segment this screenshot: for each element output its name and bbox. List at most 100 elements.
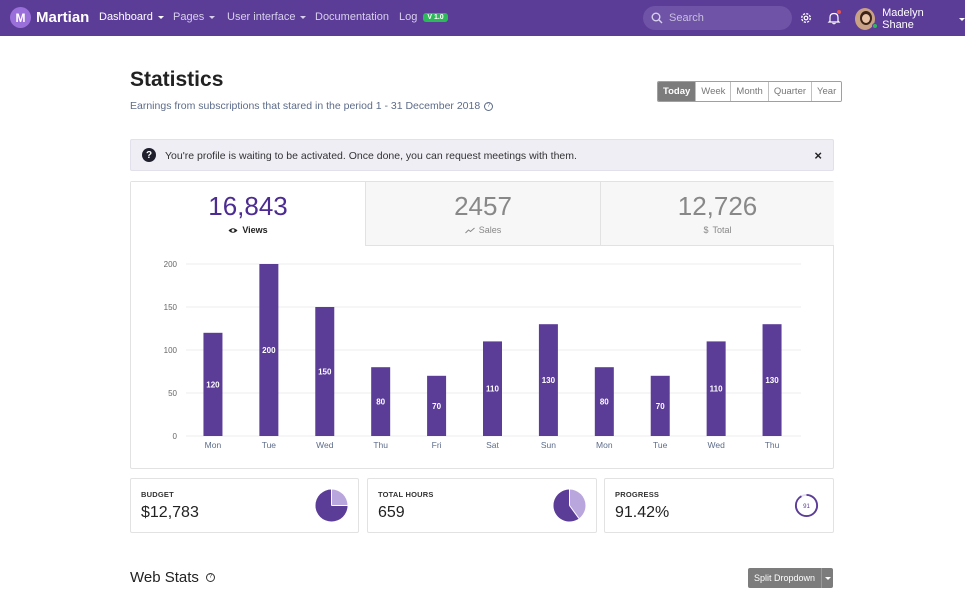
total-hours-value: 659 xyxy=(378,504,405,521)
bar xyxy=(483,341,502,436)
bar xyxy=(594,367,614,436)
y-tick-label: 150 xyxy=(164,303,178,312)
sales-value: 2457 xyxy=(454,191,512,221)
bar xyxy=(762,324,782,436)
ring-progress xyxy=(794,493,819,518)
total-hours-label: TOTAL HOURS xyxy=(378,490,434,499)
bar-data-label: 70 xyxy=(432,402,441,411)
chevron-down-icon xyxy=(824,576,831,580)
question-circle-icon: ? xyxy=(142,148,156,162)
bar-data-label: 120 xyxy=(206,380,220,389)
notification-dot xyxy=(837,10,841,14)
period-month[interactable]: Month xyxy=(731,82,769,101)
bar xyxy=(538,324,558,436)
web-stats-title-text: Web Stats xyxy=(130,569,199,586)
pie-divider xyxy=(569,505,580,519)
bar-data-label: 130 xyxy=(765,376,779,385)
period-year[interactable]: Year xyxy=(812,82,842,101)
split-dropdown-button[interactable]: Split Dropdown xyxy=(754,573,816,583)
total-label-text: Total xyxy=(712,225,732,235)
y-tick-label: 0 xyxy=(173,432,178,441)
sales-label-text: Sales xyxy=(478,225,502,235)
progress-value: 91.42% xyxy=(615,504,670,521)
avatar xyxy=(855,8,876,30)
total-value: 12,726 xyxy=(677,191,758,221)
version-badge: V 1.0 xyxy=(423,12,448,22)
bar xyxy=(427,375,447,436)
nav-user-interface-label: User interface xyxy=(227,11,296,23)
nav-pages[interactable]: Pages xyxy=(173,11,216,23)
total-hours-card: TOTAL HOURS 659 xyxy=(367,478,597,533)
budget-value: $12,783 xyxy=(141,504,199,521)
x-tick-label: Wed xyxy=(316,440,334,450)
gear-icon[interactable] xyxy=(799,11,813,25)
y-tick-label: 50 xyxy=(168,389,177,398)
bar xyxy=(650,375,670,436)
brand-name: Martian xyxy=(36,9,90,26)
x-tick-label: Wed xyxy=(707,440,725,450)
online-status-dot xyxy=(872,23,878,29)
pie-slice-main xyxy=(553,489,579,522)
x-tick-label: Mon xyxy=(205,440,222,450)
search-box[interactable] xyxy=(643,6,792,30)
page-subtitle: Earnings from subscriptions that stared … xyxy=(130,100,494,112)
bar-data-label: 80 xyxy=(376,398,385,407)
x-tick-label: Tue xyxy=(653,440,668,450)
eye-icon xyxy=(228,227,238,233)
user-name: Madelyn Shane xyxy=(882,7,924,31)
bar-data-label: 80 xyxy=(600,398,609,407)
navbar: M Martian Dashboard Pages User interface… xyxy=(0,0,965,36)
period-week[interactable]: Week xyxy=(696,82,732,101)
views-label: Views xyxy=(131,225,365,235)
tab-views[interactable]: 16,843 Views xyxy=(131,182,365,246)
progress-ring: 91 xyxy=(794,493,819,518)
split-dropdown-toggle[interactable] xyxy=(821,568,833,588)
bar-data-label: 130 xyxy=(542,376,556,385)
nav-documentation[interactable]: Documentation xyxy=(315,11,389,23)
search-icon xyxy=(651,12,663,24)
bar xyxy=(259,264,279,436)
views-label-text: Views xyxy=(242,225,268,235)
nav-log-label: Log xyxy=(399,11,418,23)
nav-user-interface[interactable]: User interface xyxy=(227,11,307,23)
close-icon[interactable]: × xyxy=(814,148,822,163)
chevron-down-icon xyxy=(209,15,216,19)
help-icon[interactable]: ? xyxy=(484,101,494,111)
brand-mark: M xyxy=(10,7,31,28)
x-tick-label: Sun xyxy=(541,440,556,450)
y-tick-label: 100 xyxy=(164,346,178,355)
chevron-down-icon xyxy=(300,15,307,19)
bar-chart: 0 50 100 150 200 120 Mon 200 Tue 150 Wed 80 Thu 70 Fri… xyxy=(164,260,801,450)
tab-sales[interactable]: 2457 Sales xyxy=(365,182,600,246)
bar-data-label: 150 xyxy=(318,368,332,377)
chevron-down-icon xyxy=(157,15,164,19)
help-icon[interactable]: ? xyxy=(205,573,215,582)
bar-data-label: 200 xyxy=(262,346,276,355)
period-quarter[interactable]: Quarter xyxy=(768,82,813,101)
brand-logo[interactable]: M Martian xyxy=(10,7,89,28)
chevron-down-icon xyxy=(959,17,965,21)
web-stats-title: Web Stats ? xyxy=(130,569,215,586)
tab-total[interactable]: 12,726 $ Total xyxy=(600,182,834,246)
user-menu[interactable]: Madelyn Shane xyxy=(855,7,965,31)
total-label: $ Total xyxy=(601,225,834,235)
period-today[interactable]: Today xyxy=(658,82,697,101)
nav-dashboard[interactable]: Dashboard xyxy=(99,11,164,23)
progress-card: PROGRESS 91.42% 91 xyxy=(604,478,834,533)
page-title: Statistics xyxy=(130,68,224,91)
bar xyxy=(315,307,335,436)
bar xyxy=(371,367,391,436)
bell-icon[interactable] xyxy=(827,11,841,25)
x-tick-label: Mon xyxy=(596,440,613,450)
nav-log[interactable]: Log V 1.0 xyxy=(399,11,448,23)
bar-data-label: 110 xyxy=(710,385,723,394)
split-dropdown: Split Dropdown xyxy=(748,568,834,588)
bar xyxy=(203,332,223,436)
bar-data-label: 110 xyxy=(486,385,499,394)
page-subtitle-text: Earnings from subscriptions that stared … xyxy=(130,100,481,112)
alert-text: You're profile is waiting to be activate… xyxy=(165,150,577,162)
search-input[interactable] xyxy=(669,12,779,24)
x-tick-label: Thu xyxy=(765,440,780,450)
y-tick-label: 200 xyxy=(164,260,178,269)
hours-pie-chart xyxy=(553,489,586,522)
